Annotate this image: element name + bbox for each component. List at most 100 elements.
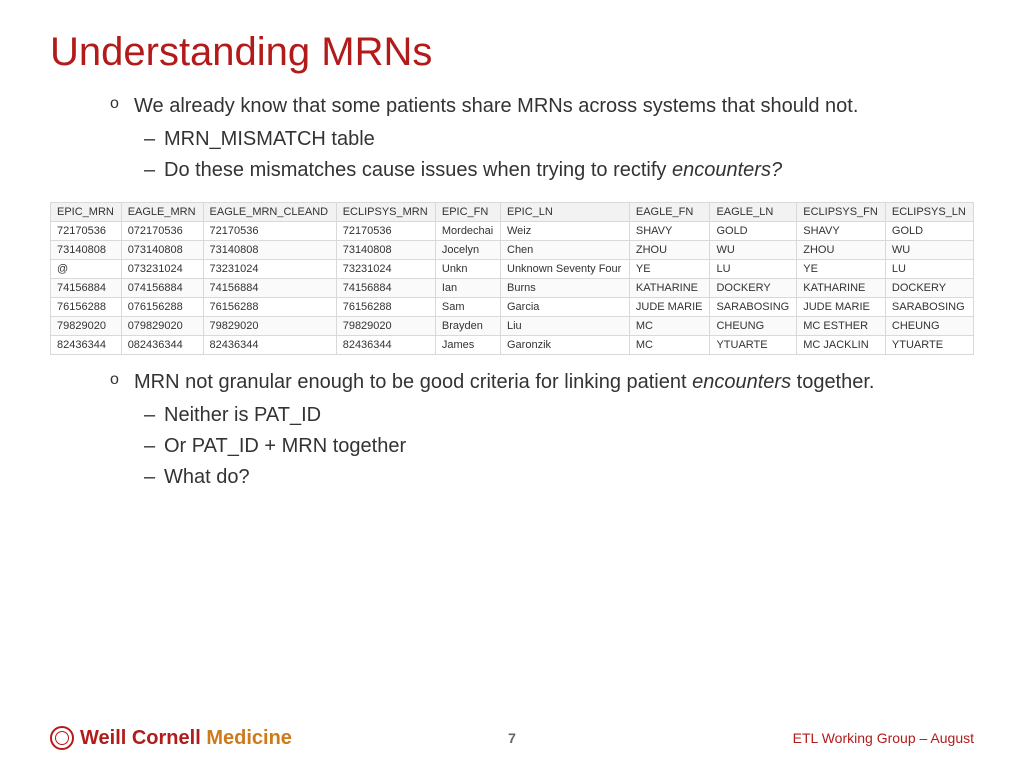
- bullet-sub-1: MRN_MISMATCH table: [110, 126, 974, 153]
- table-cell: 82436344: [51, 336, 122, 355]
- table-cell: James: [435, 336, 500, 355]
- slide: Understanding MRNs We already know that …: [0, 0, 1024, 768]
- table-cell: Brayden: [435, 317, 500, 336]
- col-header: EAGLE_FN: [629, 203, 710, 222]
- bullets-top: We already know that some patients share…: [50, 93, 974, 184]
- table-cell: Unkn: [435, 260, 500, 279]
- table-cell: MC: [629, 317, 710, 336]
- table-row: 741568840741568847415688474156884IanBurn…: [51, 279, 974, 298]
- table-cell: 079829020: [121, 317, 203, 336]
- page-number: 7: [508, 730, 516, 746]
- table-cell: JUDE MARIE: [629, 298, 710, 317]
- table-cell: 72170536: [51, 222, 122, 241]
- bullet-sub-4: Or PAT_ID + MRN together: [110, 433, 974, 460]
- table-row: 798290200798290207982902079829020Brayden…: [51, 317, 974, 336]
- table-cell: Mordechai: [435, 222, 500, 241]
- table-cell: LU: [885, 260, 973, 279]
- table-cell: 076156288: [121, 298, 203, 317]
- table-cell: SARABOSING: [885, 298, 973, 317]
- table-cell: YE: [629, 260, 710, 279]
- table-cell: Chen: [501, 241, 630, 260]
- col-header: EPIC_MRN: [51, 203, 122, 222]
- table-cell: Garonzik: [501, 336, 630, 355]
- col-header: EAGLE_MRN_CLEAND: [203, 203, 336, 222]
- table-cell: 72170536: [203, 222, 336, 241]
- logo-medicine: Medicine: [206, 727, 292, 749]
- table-row: @0732310247323102473231024UnknUnknown Se…: [51, 260, 974, 279]
- table-cell: ZHOU: [629, 241, 710, 260]
- table-cell: LU: [710, 260, 797, 279]
- table-cell: 072170536: [121, 222, 203, 241]
- table-cell: 74156884: [336, 279, 435, 298]
- table-cell: 72170536: [336, 222, 435, 241]
- table-cell: YTUARTE: [885, 336, 973, 355]
- bullet-main-1: We already know that some patients share…: [110, 93, 974, 120]
- slide-title: Understanding MRNs: [50, 30, 974, 75]
- table-row: 824363440824363448243634482436344JamesGa…: [51, 336, 974, 355]
- table-cell: 73140808: [336, 241, 435, 260]
- mrn-table: EPIC_MRNEAGLE_MRNEAGLE_MRN_CLEAND ECLIPSY…: [50, 202, 974, 355]
- bullet-sub-2-text: Do these mismatches cause issues when tr…: [164, 159, 672, 181]
- bullet-sub-5: What do?: [110, 464, 974, 491]
- table-cell: GOLD: [885, 222, 973, 241]
- footer-logo: Weill Cornell Medicine: [50, 726, 292, 750]
- table-cell: KATHARINE: [629, 279, 710, 298]
- logo-text: Weill Cornell Medicine: [80, 727, 292, 750]
- table-cell: JUDE MARIE: [797, 298, 886, 317]
- table-cell: GOLD: [710, 222, 797, 241]
- logo-weill: Weill Cornell: [80, 727, 206, 749]
- table-cell: 79829020: [203, 317, 336, 336]
- table-cell: Liu: [501, 317, 630, 336]
- bullet-main-2-pre: MRN not granular enough to be good crite…: [134, 371, 692, 393]
- table-cell: 073140808: [121, 241, 203, 260]
- bullet-sub-2: Do these mismatches cause issues when tr…: [110, 157, 974, 184]
- table-cell: SARABOSING: [710, 298, 797, 317]
- table-cell: 74156884: [203, 279, 336, 298]
- table-cell: Garcia: [501, 298, 630, 317]
- table-cell: 79829020: [336, 317, 435, 336]
- table-cell: YE: [797, 260, 886, 279]
- seal-icon: [50, 726, 74, 750]
- table-cell: YTUARTE: [710, 336, 797, 355]
- bullet-main-2-post: together.: [791, 371, 874, 393]
- table-row: 721705360721705367217053672170536Mordech…: [51, 222, 974, 241]
- table-cell: 073231024: [121, 260, 203, 279]
- table-cell: KATHARINE: [797, 279, 886, 298]
- table-cell: DOCKERY: [710, 279, 797, 298]
- footer-right: ETL Working Group – August: [793, 730, 974, 746]
- table-cell: WU: [710, 241, 797, 260]
- data-table-wrap: EPIC_MRNEAGLE_MRNEAGLE_MRN_CLEAND ECLIPSY…: [50, 202, 974, 355]
- footer: Weill Cornell Medicine 7 ETL Working Gro…: [0, 726, 1024, 750]
- table-cell: Ian: [435, 279, 500, 298]
- table-cell: 76156288: [336, 298, 435, 317]
- table-cell: DOCKERY: [885, 279, 973, 298]
- table-cell: 082436344: [121, 336, 203, 355]
- table-cell: 76156288: [51, 298, 122, 317]
- table-cell: Weiz: [501, 222, 630, 241]
- table-cell: ZHOU: [797, 241, 886, 260]
- table-cell: SHAVY: [629, 222, 710, 241]
- bullet-sub-2-em: encounters?: [672, 159, 782, 181]
- table-cell: Jocelyn: [435, 241, 500, 260]
- table-cell: 73140808: [51, 241, 122, 260]
- bullet-sub-3: Neither is PAT_ID: [110, 402, 974, 429]
- bullets-bottom: MRN not granular enough to be good crite…: [50, 369, 974, 491]
- table-cell: 73231024: [203, 260, 336, 279]
- table-row: 731408080731408087314080873140808Jocelyn…: [51, 241, 974, 260]
- table-cell: WU: [885, 241, 973, 260]
- col-header: ECLIPSYS_LN: [885, 203, 973, 222]
- table-cell: CHEUNG: [710, 317, 797, 336]
- table-cell: 79829020: [51, 317, 122, 336]
- table-cell: 074156884: [121, 279, 203, 298]
- table-cell: MC: [629, 336, 710, 355]
- col-header: EPIC_FN: [435, 203, 500, 222]
- table-cell: Unknown Seventy Four: [501, 260, 630, 279]
- col-header: EAGLE_MRN: [121, 203, 203, 222]
- table-cell: Sam: [435, 298, 500, 317]
- table-cell: Burns: [501, 279, 630, 298]
- col-header: EAGLE_LN: [710, 203, 797, 222]
- table-cell: 82436344: [203, 336, 336, 355]
- table-cell: 73140808: [203, 241, 336, 260]
- table-row: 761562880761562887615628876156288SamGarc…: [51, 298, 974, 317]
- table-cell: 73231024: [336, 260, 435, 279]
